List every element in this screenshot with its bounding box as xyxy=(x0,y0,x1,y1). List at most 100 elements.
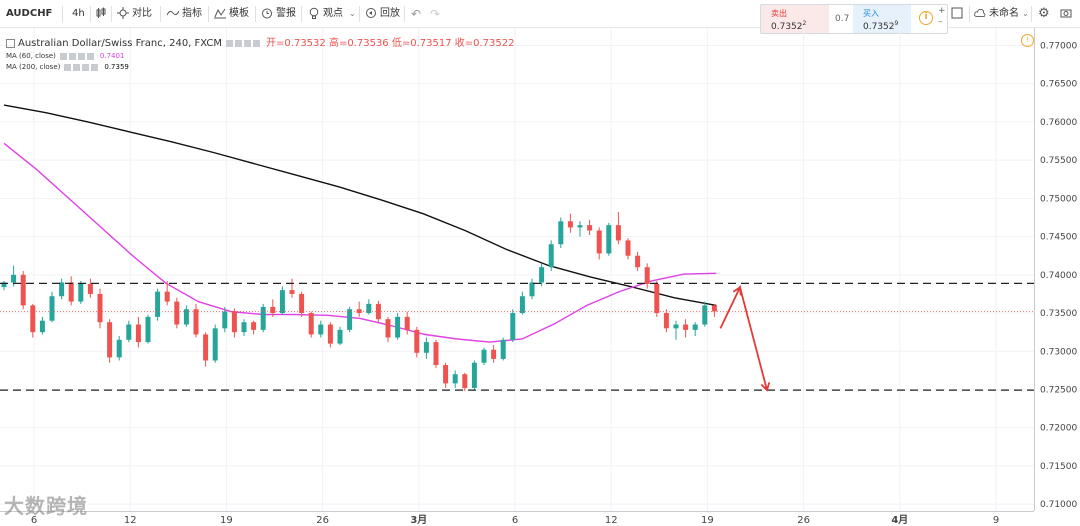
candle-body xyxy=(231,311,237,333)
chevron-down-icon: ⌄ xyxy=(349,9,356,18)
candle-body xyxy=(481,349,487,363)
price-tick-label: 0.75000 xyxy=(1040,194,1077,204)
candle-body xyxy=(433,342,439,366)
undo-icon[interactable]: ↶ xyxy=(411,7,422,21)
candle-body xyxy=(654,283,660,314)
legend-ma200[interactable]: MA (200, close) 0.7359 xyxy=(6,63,515,71)
candle-body xyxy=(135,324,141,343)
layout-button[interactable] xyxy=(951,0,966,28)
legend-ma60[interactable]: MA (60, close) 0.7401 xyxy=(6,52,515,60)
info-icon[interactable]: ! xyxy=(1021,34,1034,47)
ma60-actions[interactable] xyxy=(59,52,96,60)
buy-button[interactable]: 买入 0.73529 xyxy=(853,5,911,33)
price-tick-label: 0.71000 xyxy=(1040,500,1077,510)
square-icon xyxy=(951,7,963,19)
sell-button[interactable]: 卖出 0.73522 xyxy=(761,5,829,33)
templates-label: 模板 xyxy=(229,8,249,19)
price-tick-label: 0.76000 xyxy=(1040,118,1077,128)
price-axis: 0.77000 0.76500 0.76000 0.75500 0.75000 0.745… xyxy=(1034,28,1080,526)
gear-icon[interactable]: ⚙ xyxy=(1038,6,1050,21)
compare-button[interactable]: 对比 xyxy=(117,0,152,28)
candle-body xyxy=(510,313,516,340)
candle-body xyxy=(683,324,689,330)
spread-value: 0.7 xyxy=(835,14,850,24)
candle-body xyxy=(644,267,650,284)
candle-body xyxy=(203,334,209,361)
candle-body xyxy=(395,316,401,338)
candle-body xyxy=(49,296,55,321)
candle-body xyxy=(212,328,218,361)
toolbar-divider xyxy=(208,6,209,22)
ma60-value: 0.7401 xyxy=(99,52,125,60)
ma200-line xyxy=(3,104,717,307)
toolbar-divider xyxy=(359,6,360,22)
compare-icon xyxy=(117,7,129,19)
candle-body xyxy=(174,301,180,325)
sell-price: 0.73522 xyxy=(771,20,807,32)
candle-body xyxy=(87,283,93,294)
price-tick-label: 0.74500 xyxy=(1040,233,1077,243)
candle-body xyxy=(270,306,276,314)
ideas-button[interactable]: 观点 ⌄ xyxy=(308,0,356,28)
candle-body xyxy=(673,324,679,329)
time-tick-label: 3月 xyxy=(410,514,427,526)
ma200-value: 0.7359 xyxy=(104,63,129,71)
time-tick-label: 9 xyxy=(993,515,999,526)
snapshot-button[interactable] xyxy=(1060,0,1075,28)
indicators-icon xyxy=(167,10,179,16)
candle-body xyxy=(366,303,372,314)
alert-button[interactable]: 警报 xyxy=(261,0,296,28)
candle-body xyxy=(615,225,621,241)
quantity-stepper[interactable]: + – xyxy=(938,6,946,27)
time-tick-label: 26 xyxy=(316,515,329,526)
time-tick-label: 4月 xyxy=(891,514,908,526)
interval-selector[interactable]: 4h xyxy=(72,8,85,19)
legend-actions[interactable] xyxy=(226,39,263,47)
time-axis: 6 12 19 26 3月 6 12 19 26 4月 9 xyxy=(0,511,1034,526)
indicators-button[interactable]: 指标 xyxy=(167,0,202,28)
replay-button[interactable]: 回放 xyxy=(365,0,400,28)
toolbar-divider xyxy=(255,6,256,22)
ma200-label: MA (200, close) xyxy=(6,63,61,71)
candle-body xyxy=(183,309,189,325)
candle-body xyxy=(423,342,429,353)
chart-type-button[interactable] xyxy=(95,0,110,28)
candle-body xyxy=(702,305,708,325)
collapse-icon[interactable] xyxy=(6,38,15,48)
candle-body xyxy=(30,305,36,333)
candle-body xyxy=(529,282,535,297)
templates-button[interactable]: 模板 xyxy=(214,0,249,28)
symbol-selector[interactable]: AUDCHF xyxy=(6,8,53,19)
price-tick-label: 0.73000 xyxy=(1040,347,1077,357)
sell-label: 卖出 xyxy=(771,9,787,18)
candle-body xyxy=(711,305,717,312)
candle-body xyxy=(97,293,103,323)
info-icon[interactable]: i xyxy=(919,11,933,25)
toolbar-divider xyxy=(160,6,161,22)
price-tick-label: 0.72000 xyxy=(1040,424,1077,434)
price-tick-label: 0.77000 xyxy=(1040,41,1077,51)
candle-body xyxy=(241,322,247,333)
ideas-label: 观点 xyxy=(323,8,343,19)
chart-grid xyxy=(0,28,1034,511)
candle-body xyxy=(20,274,26,306)
arrow-head xyxy=(732,285,742,296)
candle-body xyxy=(625,240,631,256)
candle-body xyxy=(414,329,420,353)
candle-body xyxy=(356,309,362,314)
legend-symbol-title: Australian Dollar/Swiss Franc, 240, FXCM xyxy=(18,38,223,49)
cloud-save-button[interactable]: 未命名 ⌄ xyxy=(974,0,1029,28)
levels-layer: 0.7352203:57:220.738880.72492 xyxy=(0,276,1080,398)
price-tick-label: 0.73500 xyxy=(1040,309,1077,319)
candle-body xyxy=(289,290,295,294)
candle-body xyxy=(577,225,583,228)
redo-icon[interactable]: ↷ xyxy=(430,7,441,21)
candle-body xyxy=(327,324,333,344)
watermark-logo: 大数跨境 xyxy=(4,494,88,518)
price-tick-label: 0.72500 xyxy=(1040,386,1077,396)
price-chart[interactable]: 0.7352203:57:220.738880.72492 0.770000.7… xyxy=(0,28,1080,526)
toolbar-divider xyxy=(404,6,405,22)
ma200-actions[interactable] xyxy=(64,63,101,71)
candle-body xyxy=(596,230,602,254)
candle-body xyxy=(39,320,45,333)
